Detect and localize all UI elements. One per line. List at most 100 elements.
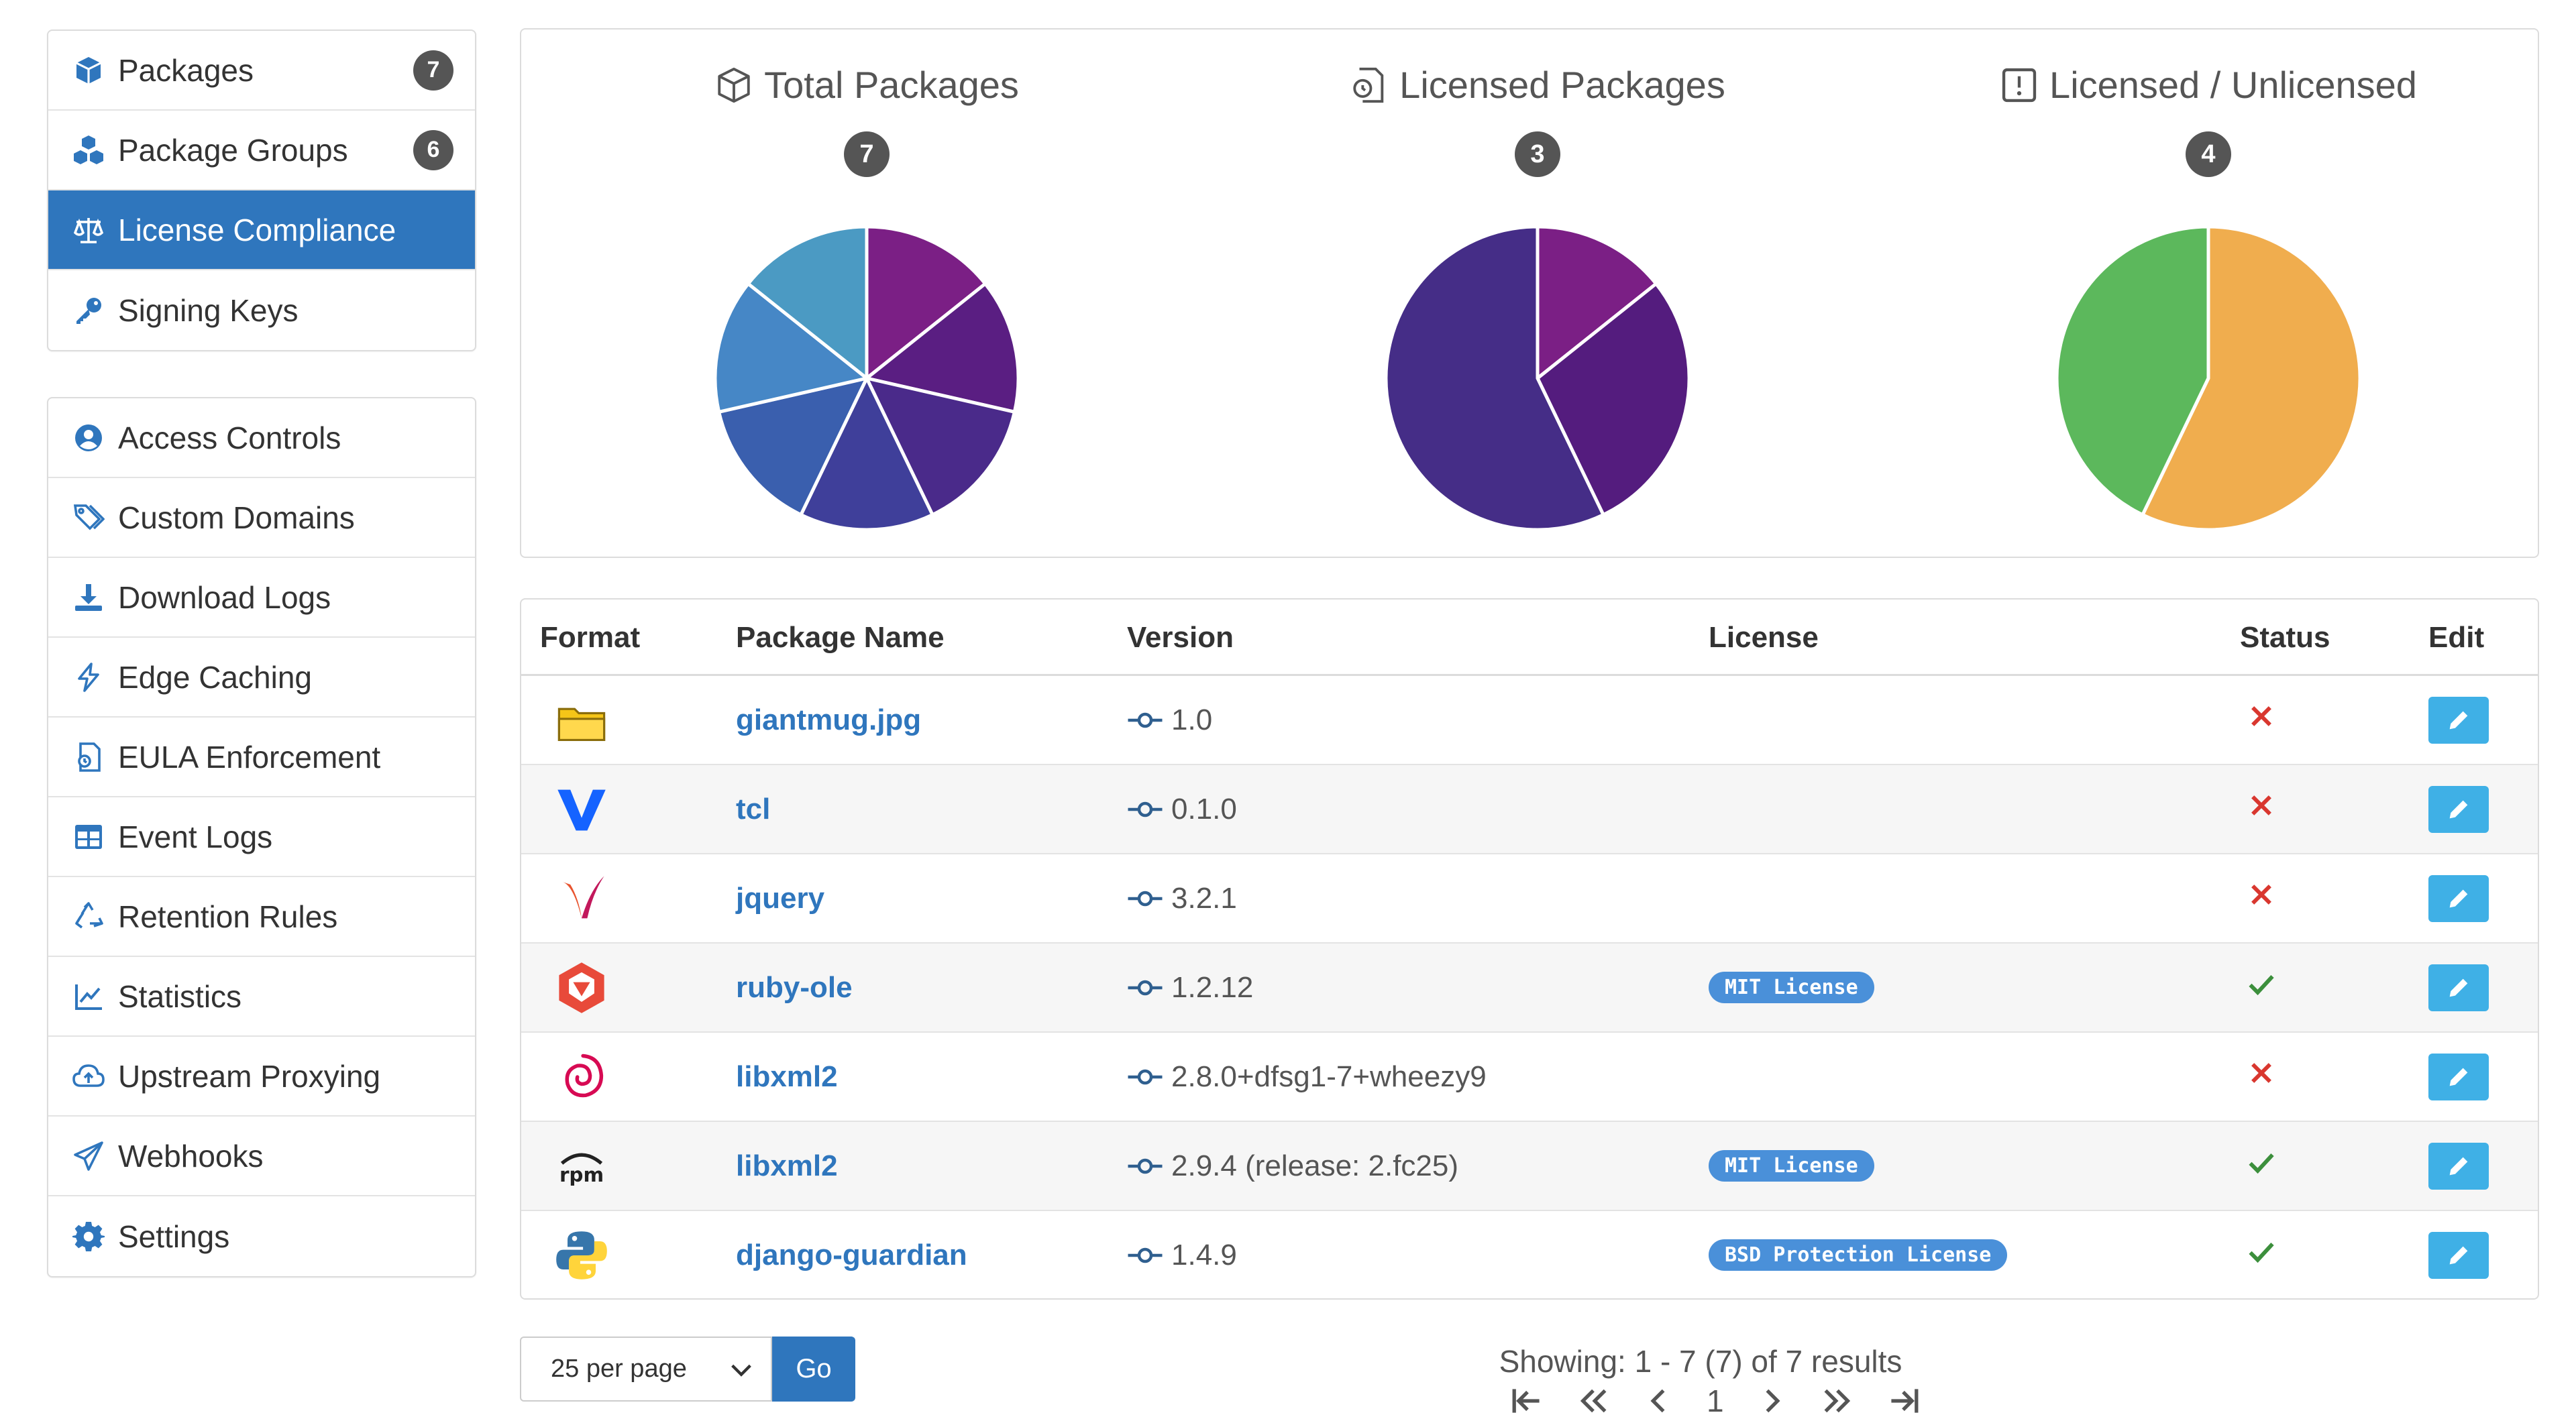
- edit-button[interactable]: [2428, 964, 2489, 1011]
- chart-count-badge: 7: [844, 131, 890, 177]
- pie-slice[interactable]: [863, 281, 1020, 414]
- rpm-icon: rpm: [553, 1138, 610, 1194]
- edit-button[interactable]: [2428, 696, 2489, 744]
- sidebar-item-packages[interactable]: Packages 7: [48, 31, 475, 111]
- table-row: jquery 3.2.1: [521, 854, 2538, 944]
- sidebar-item-retention-rules[interactable]: Retention Rules: [48, 877, 475, 957]
- sidebar-item-package-groups[interactable]: Package Groups 6: [48, 111, 475, 190]
- python-icon: [553, 1227, 610, 1284]
- sidebar-item-settings[interactable]: Settings: [48, 1196, 475, 1276]
- chart-licensed-packages: Licensed Packages 3: [1303, 30, 1772, 559]
- chart-title: Total Packages: [632, 63, 1102, 107]
- license-badge[interactable]: BSD Protection License: [1709, 1239, 2008, 1271]
- pie-chart: [1384, 225, 1691, 532]
- table-row: ruby-ole 1.2.12 MIT License: [521, 944, 2538, 1033]
- edit-button[interactable]: [2428, 1142, 2489, 1190]
- commit-version-icon: [1128, 1158, 1163, 1174]
- sidebar-item-eula-enforcement[interactable]: EULA Enforcement: [48, 718, 475, 797]
- sidebar-item-license-compliance[interactable]: License Compliance: [48, 190, 475, 270]
- debian-icon: [553, 1049, 610, 1105]
- edit-button[interactable]: [2428, 1053, 2489, 1100]
- license-icon: [1353, 67, 1384, 103]
- next-ten-pages-icon[interactable]: [1819, 1386, 1856, 1416]
- version-text: 2.8.0+dfsg1-7+wheezy9: [1171, 1060, 1487, 1093]
- sidebar-item-edge-caching[interactable]: Edge Caching: [48, 638, 475, 718]
- package-name-link[interactable]: django-guardian: [736, 1238, 967, 1271]
- version-text: 0.1.0: [1171, 792, 1237, 826]
- previous-ten-pages-icon[interactable]: [1575, 1386, 1611, 1416]
- cross-icon: [2247, 1058, 2276, 1095]
- bolt-icon: [71, 660, 106, 695]
- sidebar-group-settings: Access Controls Custom Domains Download …: [47, 397, 476, 1278]
- license-badge[interactable]: MIT License: [1709, 972, 1874, 1003]
- pie-slice[interactable]: [2055, 225, 2210, 517]
- column-header-status[interactable]: Status: [2240, 621, 2330, 654]
- pie-slice[interactable]: [1535, 281, 1691, 517]
- table-row: tcl 0.1.0: [521, 765, 2538, 854]
- cube-icon: [718, 67, 750, 103]
- column-header-version[interactable]: Version: [1127, 621, 1234, 654]
- checkmark-icon: [2247, 1237, 2276, 1273]
- pie-slice[interactable]: [798, 374, 935, 532]
- sidebar-item-label: Statistics: [118, 978, 242, 1014]
- table-row: django-guardian 1.4.9 BSD Protection Lic…: [521, 1211, 2538, 1298]
- sidebar-item-access-controls[interactable]: Access Controls: [48, 398, 475, 478]
- package-name-link[interactable]: libxml2: [736, 1149, 838, 1182]
- version-text: 1.4.9: [1171, 1238, 1237, 1271]
- edit-button[interactable]: [2428, 874, 2489, 922]
- column-header-format[interactable]: Format: [540, 621, 641, 654]
- pie-slice[interactable]: [1536, 225, 1659, 382]
- svg-text:rpm: rpm: [559, 1163, 604, 1186]
- file-contract-icon: [71, 740, 106, 775]
- commit-version-icon: [1128, 980, 1163, 995]
- pie-slice[interactable]: [863, 376, 1017, 517]
- go-button[interactable]: Go: [772, 1337, 855, 1402]
- table-row: libxml2 2.8.0+dfsg1-7+wheezy9: [521, 1033, 2538, 1122]
- sidebar-item-upstream-proxying[interactable]: Upstream Proxying: [48, 1037, 475, 1117]
- table-icon: [71, 819, 106, 854]
- pie-slice[interactable]: [2140, 225, 2362, 532]
- first-page-icon[interactable]: [1509, 1386, 1546, 1416]
- chart-title-text: Total Packages: [764, 64, 1019, 106]
- sidebar-item-event-logs[interactable]: Event Logs: [48, 797, 475, 877]
- pie-slice[interactable]: [716, 376, 870, 517]
- current-page-number[interactable]: 1: [1707, 1383, 1724, 1418]
- sidebar-item-custom-domains[interactable]: Custom Domains: [48, 478, 475, 558]
- package-name-link[interactable]: ruby-ole: [736, 970, 853, 1004]
- column-header-license[interactable]: License: [1709, 621, 1819, 654]
- last-page-icon[interactable]: [1885, 1386, 1921, 1416]
- sidebar-item-signing-keys[interactable]: Signing Keys: [48, 270, 475, 350]
- sidebar-item-webhooks[interactable]: Webhooks: [48, 1117, 475, 1196]
- sidebar-item-label: Retention Rules: [118, 899, 338, 934]
- sidebar-item-statistics[interactable]: Statistics: [48, 957, 475, 1037]
- balance-scale-icon: [71, 213, 106, 247]
- table-header: Format Package Name Version License Stat…: [521, 600, 2538, 676]
- per-page-select[interactable]: 25 per page: [520, 1337, 772, 1402]
- package-name-link[interactable]: libxml2: [736, 1060, 838, 1093]
- cross-icon: [2247, 701, 2276, 738]
- pie-slice[interactable]: [713, 281, 871, 414]
- pie-slice[interactable]: [865, 225, 988, 382]
- package-name-link[interactable]: tcl: [736, 792, 771, 826]
- pagination: 1: [1509, 1383, 1921, 1418]
- pie-slice[interactable]: [1384, 225, 1606, 532]
- commit-version-icon: [1128, 712, 1163, 728]
- maven-icon: [553, 870, 610, 927]
- edit-button[interactable]: [2428, 1231, 2489, 1279]
- results-summary: Showing: 1 - 7 (7) of 7 results: [1499, 1344, 1902, 1379]
- exclamation-square-icon: [2002, 68, 2037, 102]
- column-header-package-name[interactable]: Package Name: [736, 621, 945, 654]
- pie-slice[interactable]: [745, 225, 869, 382]
- sidebar-item-download-logs[interactable]: Download Logs: [48, 558, 475, 638]
- cube-icon: [71, 53, 106, 88]
- commit-version-icon: [1128, 891, 1163, 906]
- next-page-icon[interactable]: [1754, 1386, 1790, 1416]
- package-name-link[interactable]: giantmug.jpg: [736, 703, 922, 736]
- edit-button[interactable]: [2428, 785, 2489, 833]
- license-badge[interactable]: MIT License: [1709, 1150, 1874, 1182]
- pencil-icon: [2449, 1068, 2468, 1086]
- cross-icon: [2247, 791, 2276, 828]
- license-charts-panel: Total Packages 7 Licensed Packages 3 Lic…: [520, 28, 2539, 558]
- previous-page-icon[interactable]: [1641, 1386, 1677, 1416]
- package-name-link[interactable]: jquery: [736, 881, 825, 915]
